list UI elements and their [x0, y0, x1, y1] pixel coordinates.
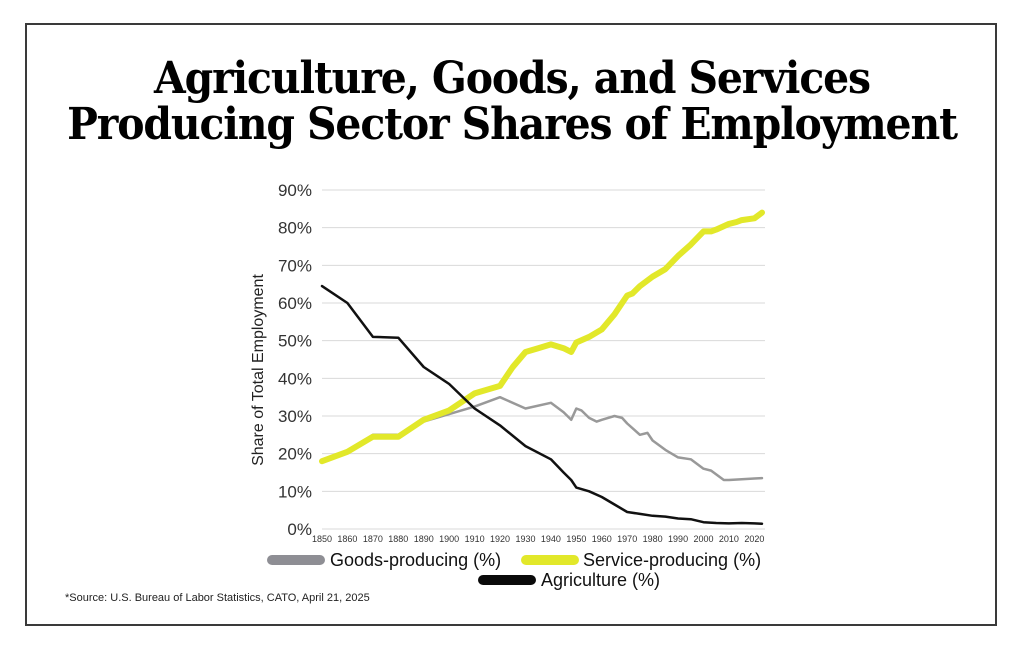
x-tick-label: 1900 [439, 534, 459, 544]
y-tick-label: 30% [278, 407, 312, 426]
legend-label-goods: Goods-producing (%) [330, 550, 501, 570]
y-tick-label: 50% [278, 332, 312, 351]
x-tick-label: 1940 [541, 534, 561, 544]
x-tick-label: 1850 [312, 534, 332, 544]
y-tick-label: 70% [278, 256, 312, 275]
series-lines [319, 209, 765, 525]
y-axis-ticks: 0% 10% 20% 30% 40% 50% 60% 70% 80% 90% [278, 181, 312, 539]
x-tick-label: 1920 [490, 534, 510, 544]
x-tick-label: 1860 [337, 534, 357, 544]
chart-title-line-2: Producing Sector Shares of Employment [67, 99, 958, 150]
chart-frame [25, 23, 997, 626]
x-tick-label: 2010 [719, 534, 739, 544]
source-note: *Source: U.S. Bureau of Labor Statistics… [65, 592, 370, 604]
x-axis-ticks: 1850 1860 1870 1880 1890 1900 1910 1920 1930 1940… [312, 534, 764, 544]
x-tick-label: 1970 [617, 534, 637, 544]
y-tick-label: 20% [278, 445, 312, 464]
line-service-producing [319, 209, 765, 465]
chart-title: Agriculture, Goods, and Services Produci… [36, 56, 988, 148]
y-tick-label: 90% [278, 181, 312, 200]
legend-label-agriculture: Agriculture (%) [541, 570, 660, 590]
x-tick-label: 1910 [465, 534, 485, 544]
line-goods-producing [320, 395, 764, 482]
x-tick-label: 1930 [515, 534, 535, 544]
y-axis-label: Share of Total Employment [250, 274, 267, 466]
y-tick-label: 80% [278, 219, 312, 238]
legend: Goods-producing (%) Service-producing (%… [267, 550, 761, 590]
x-tick-label: 1870 [363, 534, 383, 544]
gridlines [322, 189, 765, 530]
y-tick-label: 10% [278, 482, 312, 501]
line-agriculture [320, 284, 764, 525]
chart-title-line-1: Agriculture, Goods, and Services [154, 53, 871, 104]
y-tick-label: 40% [278, 369, 312, 388]
x-tick-label: 2020 [744, 534, 764, 544]
x-tick-label: 1880 [388, 534, 408, 544]
legend-label-service: Service-producing (%) [583, 550, 761, 570]
x-tick-label: 2000 [693, 534, 713, 544]
x-tick-label: 1990 [668, 534, 688, 544]
y-tick-label: 60% [278, 294, 312, 313]
x-tick-label: 1950 [566, 534, 586, 544]
x-tick-label: 1980 [643, 534, 663, 544]
x-tick-label: 1890 [414, 534, 434, 544]
y-tick-label: 0% [287, 520, 312, 539]
x-tick-label: 1960 [592, 534, 612, 544]
